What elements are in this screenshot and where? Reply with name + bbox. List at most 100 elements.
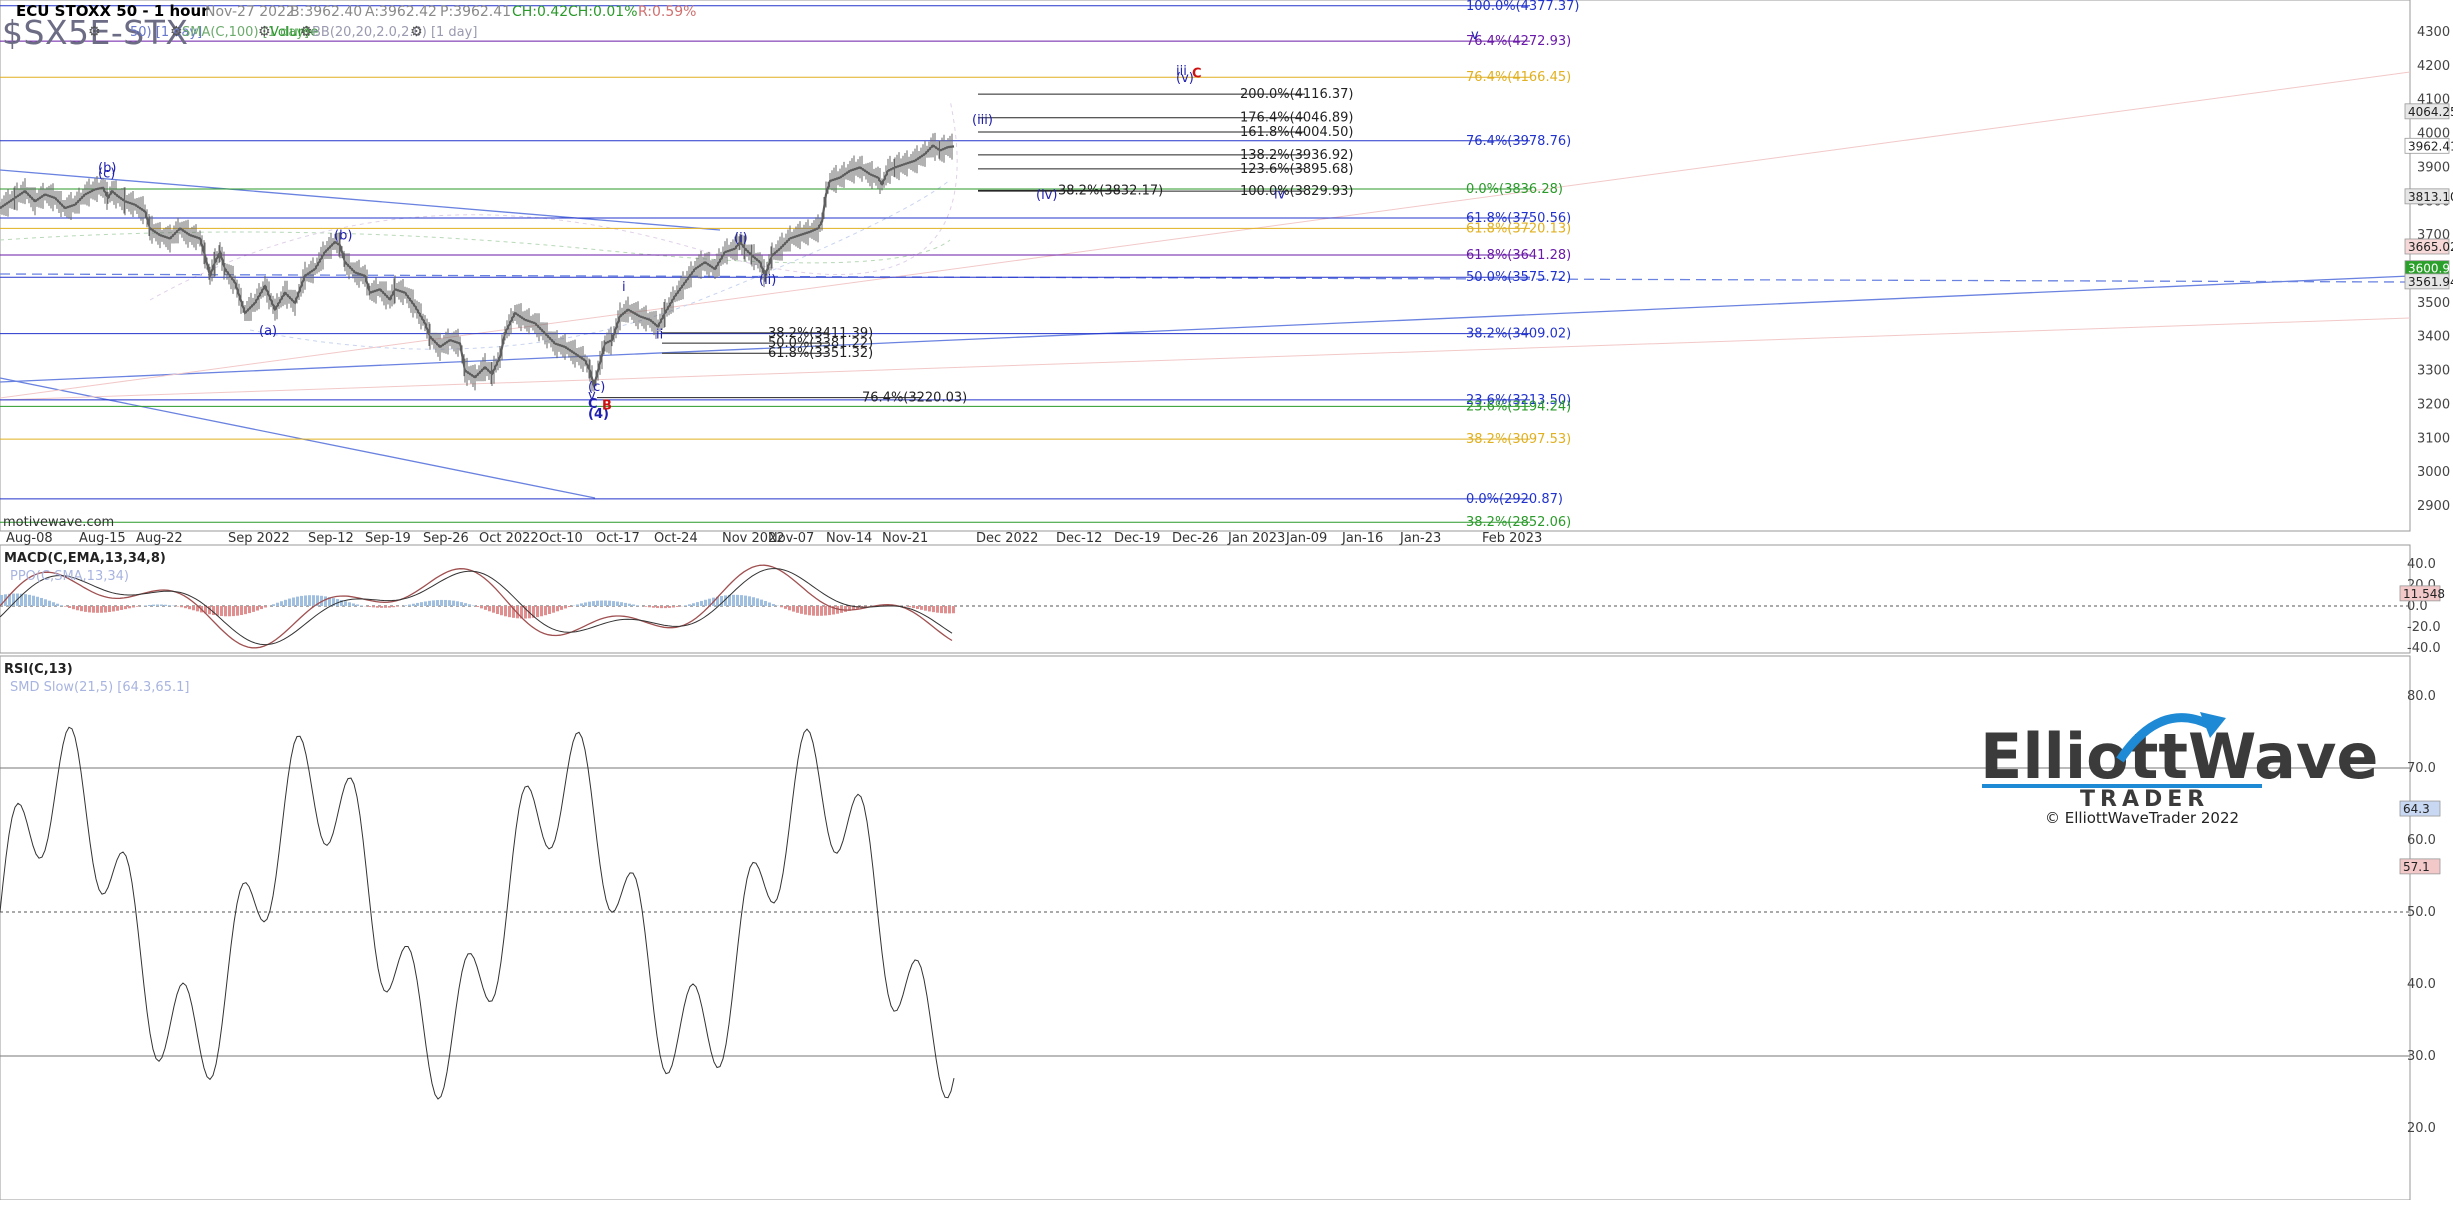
wave-label: B (602, 399, 612, 414)
macd-hist-bar (260, 606, 263, 609)
macd-hist-bar (792, 606, 795, 612)
date-tick-label: Sep 2022 (228, 531, 290, 546)
fib-label: 38.2%(3097.53) (1466, 432, 1571, 447)
fib-mid-label: 100.0%(3829.93) (1240, 184, 1353, 199)
macd-hist-bar (232, 606, 235, 616)
macd-hist-bar (800, 606, 803, 614)
fib-mid-label: 176.4%(4046.89) (1240, 111, 1353, 126)
macd-hist-bar (72, 606, 75, 609)
price-tick-label: 3400 (2417, 330, 2450, 345)
macd-hist-bar (784, 606, 787, 609)
study-4: BB(20,20,2.0,2.0) [1 day] (312, 25, 477, 40)
price-tag-label: 3665.02 (2408, 240, 2453, 254)
price-tag-label: 3561.94 (2408, 275, 2453, 289)
macd-hist-bar (32, 596, 35, 606)
macd-hist-bar (44, 599, 47, 606)
macd-hist-bar (368, 606, 371, 607)
macd-hist-bar (440, 600, 443, 606)
macd-hist-bar (544, 606, 547, 615)
macd-hist-bar (804, 606, 807, 615)
macd-hist-bar (808, 606, 811, 615)
macd-hist-bar (304, 595, 307, 606)
rsi-tick-label: 40.0 (2407, 977, 2436, 992)
price-tick-label: 4300 (2417, 25, 2450, 40)
macd-hist-bar (456, 601, 459, 606)
macd-hist-bar (672, 606, 675, 607)
date-tick-label: Oct-10 (539, 531, 583, 546)
fib-mid-label: 138.2%(3936.92) (1240, 148, 1353, 163)
date-tick-label: Nov-07 (768, 531, 814, 546)
macd-hist-bar (432, 600, 435, 606)
macd-hist-bar (540, 606, 543, 616)
macd-hist-bar (444, 600, 447, 606)
macd-hist-bar (668, 606, 671, 608)
fib-mid-label: 200.0%(4116.37) (1240, 87, 1353, 102)
price-tick-label: 3200 (2417, 397, 2450, 412)
gear-icon[interactable]: ⚙ (258, 24, 271, 40)
gear-icon[interactable]: ⚙ (88, 24, 101, 40)
macd-hist-bar (180, 606, 183, 607)
macd-hist-bar (740, 595, 743, 606)
macd-hist-bar (628, 604, 631, 606)
macd-hist-bar (812, 606, 815, 616)
date-tick-label: Aug-15 (79, 531, 126, 546)
macd-hist-bar (508, 606, 511, 617)
rsi-tick-label: 20.0 (2407, 1121, 2436, 1136)
macd-hist-bar (296, 597, 299, 606)
date-tick-label: Oct-24 (654, 531, 698, 546)
date-tick-label: Nov-14 (826, 531, 872, 546)
macd-hist-bar (60, 605, 63, 606)
gear-icon[interactable]: ⚙ (300, 24, 313, 40)
macd-hist-bar (732, 595, 735, 606)
macd-hist-bar (604, 601, 607, 606)
macd-hist-bar (264, 606, 267, 607)
date-tick-label: Nov-21 (882, 531, 928, 546)
wave-label: (ii) (759, 273, 776, 288)
macd-hist-bar (948, 606, 951, 613)
fib-label: 76.4%(4272.93) (1466, 34, 1571, 49)
macd-hist-bar (924, 606, 927, 611)
macd-hist-bar (704, 600, 707, 606)
macd-hist-bar (656, 606, 659, 608)
fib-label: 0.0%(3836.28) (1466, 182, 1563, 197)
macd-hist-bar (608, 601, 611, 606)
macd-hist-bar (648, 606, 651, 607)
fib-label: 100.0%(4377.37) (1466, 0, 1579, 14)
fib-mid-label: 76.4%(3220.03) (862, 391, 967, 406)
macd-hist-bar (904, 606, 907, 607)
wave-label: v (1471, 28, 1479, 43)
macd-hist-bar (780, 606, 783, 607)
macd-hist-bar (64, 606, 67, 607)
macd-hist-bar (580, 603, 583, 606)
macd-tick-label: -40.0 (2407, 641, 2441, 656)
watermark-text: motivewave.com (3, 515, 114, 530)
gear-icon[interactable]: ⚙ (410, 24, 423, 40)
macd-hist-bar (556, 606, 559, 611)
macd-hist-bar (144, 605, 147, 606)
fib-label: 38.2%(2852.06) (1466, 515, 1571, 530)
gear-icon[interactable]: ⚙ (170, 24, 183, 40)
macd-hist-bar (448, 600, 451, 606)
macd-hist-bar (392, 606, 395, 607)
wave-label: (b) (334, 229, 352, 244)
macd-hist-bar (940, 606, 943, 613)
macd-hist-bar (360, 605, 363, 606)
macd-hist-bar (380, 606, 383, 608)
macd-hist-bar (912, 606, 915, 608)
macd-hist-bar (652, 606, 655, 608)
macd-hist-bar (664, 606, 667, 608)
fib-mid-label: 38.2%(3832.17) (1058, 183, 1163, 198)
rsi-tick-label: 70.0 (2407, 761, 2436, 776)
date-tick-label: Jan-23 (1399, 531, 1441, 546)
macd-hist-bar (116, 606, 119, 611)
macd-hist-bar (764, 601, 767, 606)
rsi-title: RSI(C,13) (4, 662, 73, 677)
macd-hist-bar (476, 606, 479, 607)
macd-hist-bar (76, 606, 79, 610)
macd-hist-bar (112, 606, 115, 611)
date-tick-label: Jan 2023 (1227, 531, 1285, 546)
macd-hist-bar (136, 606, 139, 607)
study-legend: ⚙ 50) [1 day] ⚙ SMA(C,100) [1 day] ⚙ Vol… (88, 24, 477, 40)
